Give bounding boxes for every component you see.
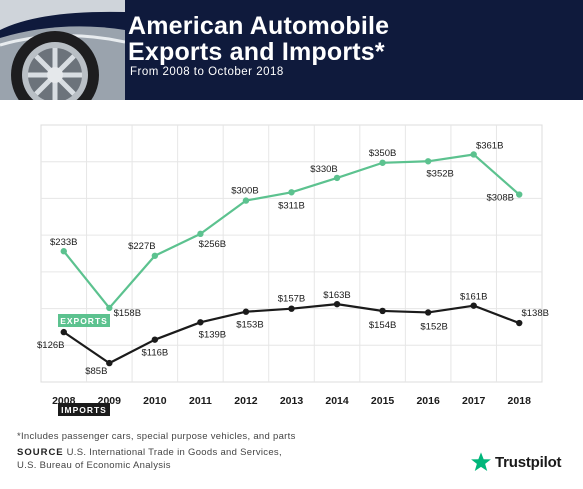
series-badge-label-exports: EXPORTS: [60, 316, 108, 326]
source-label: SOURCE: [17, 447, 64, 458]
series-badge-exports: [58, 314, 110, 327]
x-tick-label: 2012: [234, 395, 258, 407]
subtitle: From 2008 to October 2018: [130, 66, 284, 78]
data-label-exports: $300B: [231, 186, 258, 197]
data-point-exports: [379, 159, 386, 166]
x-tick-label: 2010: [143, 395, 167, 407]
data-label-imports: $116B: [141, 348, 168, 359]
x-tick-label: 2011: [189, 395, 212, 407]
data-label-exports: $158B: [114, 308, 141, 319]
data-label-exports: $227B: [128, 241, 155, 252]
data-label-exports: $233B: [50, 237, 77, 248]
data-point-exports: [197, 230, 204, 238]
data-point-exports: [424, 158, 432, 165]
x-tick-label: 2017: [462, 395, 486, 407]
data-label-imports: $126B: [37, 340, 64, 351]
data-label-exports: $308B: [486, 193, 513, 204]
brand-name: Trustpilot: [495, 453, 562, 471]
data-point-imports: [424, 309, 432, 316]
data-label-exports: $361B: [476, 140, 503, 151]
series-badge-imports: [58, 403, 110, 416]
page-title: American Automobile Exports and Imports*: [128, 13, 389, 65]
line-chart: 2008 2009 2010 2011 2012 2013 2014 2015 2016 2017…: [37, 124, 549, 416]
data-point-imports: [470, 302, 477, 309]
data-label-exports: $256B: [199, 239, 226, 250]
data-point-exports: [470, 151, 477, 158]
plot-area: [40, 124, 543, 383]
data-label-imports: $139B: [199, 329, 226, 340]
data-point-exports: [333, 174, 341, 182]
data-label-imports: $161B: [460, 292, 487, 303]
data-point-imports: [516, 319, 523, 327]
data-label-exports: $350B: [369, 148, 396, 159]
data-point-exports: [242, 197, 250, 204]
title-line-2: Exports and Imports*: [128, 38, 385, 66]
x-tick-label: 2013: [280, 395, 304, 407]
data-point-imports: [106, 359, 113, 367]
data-label-imports: $152B: [420, 321, 447, 332]
data-point-exports: [151, 252, 159, 259]
source-line-1: U.S. International Trade in Goods and Se…: [66, 447, 282, 458]
footnote: *Includes passenger cars, special purpos…: [17, 431, 296, 442]
data-point-imports: [288, 305, 295, 312]
data-label-imports: $163B: [323, 290, 350, 301]
x-tick-label: 2014: [325, 395, 349, 407]
header-banner: American Automobile Exports and Imports*…: [0, 0, 583, 100]
data-label-exports: $330B: [310, 164, 337, 175]
car-wheel-icon: [0, 0, 125, 100]
data-point-imports: [60, 328, 67, 336]
data-point-imports: [379, 307, 386, 315]
star-icon: [471, 452, 491, 471]
data-label-exports: $311B: [278, 200, 305, 211]
data-point-exports: [60, 248, 67, 255]
data-label-imports: $157B: [278, 294, 305, 305]
data-label-imports: $153B: [236, 320, 263, 331]
data-point-imports: [151, 336, 159, 343]
title-line-1: American Automobile: [128, 12, 390, 40]
data-label-imports: $85B: [85, 366, 107, 377]
data-point-exports: [106, 304, 113, 312]
data-label-imports: $154B: [369, 320, 396, 331]
data-point-imports: [333, 300, 341, 308]
data-point-exports: [288, 189, 295, 196]
series-badge-label-imports: IMPORTS: [61, 405, 107, 415]
brand-logo: Trustpilot: [470, 450, 562, 474]
x-tick-label: 2015: [371, 395, 395, 407]
source-line-2: U.S. Bureau of Economic Analysis: [17, 460, 171, 471]
x-tick-label: 2016: [416, 395, 440, 407]
data-label-exports: $352B: [426, 168, 453, 179]
data-point-imports: [242, 308, 250, 315]
x-tick-label: 2018: [508, 395, 532, 407]
data-point-exports: [516, 191, 523, 198]
data-point-imports: [197, 319, 204, 326]
data-label-imports: $138B: [521, 308, 548, 319]
source-note: SOURCE U.S. International Trade in Goods…: [17, 446, 282, 472]
